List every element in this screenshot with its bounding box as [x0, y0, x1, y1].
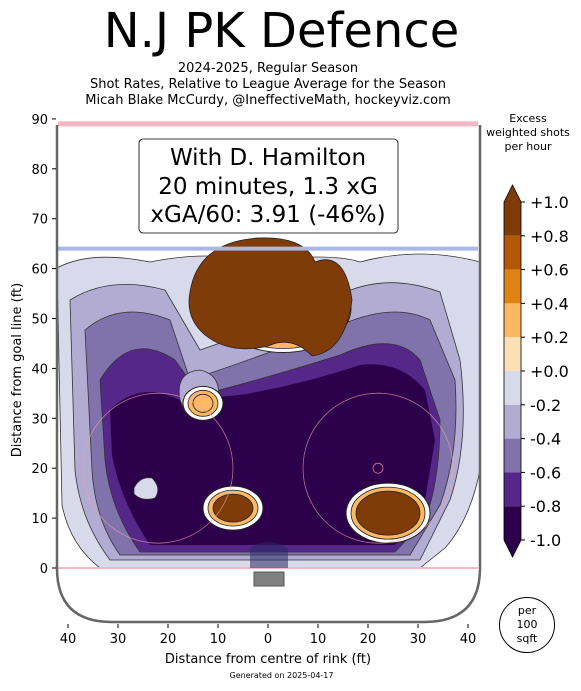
y-tick-label: 20: [31, 462, 48, 477]
x-axis-label: Distance from centre of rink (ft): [165, 652, 371, 667]
info-toi-xg: 20 minutes, 1.3 xG: [158, 174, 378, 200]
colorbar-extend-top: [504, 185, 521, 202]
y-tick-label: 10: [31, 512, 48, 527]
colorbar-bin: [504, 371, 521, 405]
colorbar-tick-label: -0.4: [530, 430, 561, 449]
colorbar-tick-label: -0.6: [530, 463, 561, 482]
chart-title: N.J PK Defence: [103, 3, 460, 59]
colorbar-tick-label: +0.6: [530, 261, 569, 280]
colorbar-tick-label: +1.0: [530, 193, 569, 212]
badge-line: sqft: [516, 632, 538, 645]
y-axis-label: Distance from goal line (ft): [10, 283, 25, 457]
x-tick-label: 20: [160, 632, 177, 647]
x-tick-label: 30: [110, 632, 127, 647]
y-tick-label: 0: [40, 562, 48, 577]
info-box-frame: [138, 138, 399, 234]
boards: [55, 125, 482, 624]
x-tick-label: 40: [460, 632, 477, 647]
x-tick-label: 0: [264, 632, 272, 647]
colorbar-tick-label: -0.2: [530, 396, 561, 415]
colorbar-bin: [504, 506, 521, 540]
colorbar-bin: [504, 472, 521, 507]
x-tick-label: 20: [360, 632, 377, 647]
rink-outline: [55, 121, 482, 624]
colorbar-tick-label: +0.0: [530, 362, 569, 381]
colorbar-bin: [504, 202, 521, 236]
subtitle-author: Micah Blake McCurdy, @IneffectiveMath, h…: [85, 93, 451, 108]
colorbar-bin: [504, 235, 521, 270]
colorbar-bin: [504, 337, 521, 371]
colorbar: +1.0 +0.8 +0.6 +0.4 +0.2 +0.0 -0.2 -0.4 -0.6 -0.8…: [503, 184, 569, 558]
heatmap-layer: [57, 237, 480, 569]
hot-spot-core: [355, 490, 421, 536]
subtitle-season: 2024-2025, Regular Season: [177, 61, 359, 76]
faceoff-circle-right: [302, 392, 454, 544]
y-tick-label: 50: [31, 313, 48, 328]
info-player: With D. Hamilton: [170, 145, 366, 171]
badge-line: 100: [516, 618, 538, 631]
subtitle-metric: Shot Rates, Relative to League Average f…: [89, 77, 447, 92]
goal-crease: [250, 542, 288, 568]
faceoff-circle-left: [82, 392, 234, 544]
badge-line: per: [517, 604, 537, 617]
y-tick-label: 80: [31, 163, 48, 178]
y-tick-label: 90: [31, 113, 48, 128]
colorbar-bin: [504, 438, 521, 473]
hot-spot-core: [212, 493, 254, 523]
x-tick-label: 40: [60, 632, 77, 647]
colorbar-bin: [504, 269, 521, 304]
info-xga60: xGA/60: 3.91 (-46%): [150, 202, 385, 228]
hot-spot-core: [192, 393, 214, 413]
faceoff-dot: [372, 462, 384, 474]
y-tick-label: 70: [31, 213, 48, 228]
colorbar-title-line: Excess: [509, 112, 547, 125]
colorbar-tick-label: -0.8: [530, 497, 561, 516]
generated-date: Generated on 2025-04-17: [229, 671, 334, 680]
colorbar-tick-label: +0.4: [530, 294, 569, 313]
y-tick-label: 40: [31, 362, 48, 377]
colorbar-bin: [504, 303, 521, 338]
colorbar-tick-label: +0.2: [530, 328, 569, 347]
density-island: [133, 477, 159, 500]
per-100-sqft-badge: per 100 sqft: [499, 597, 555, 653]
y-tick-label: 30: [31, 412, 48, 427]
colorbar-title-line: weighted shots: [486, 126, 570, 139]
chart-axes: 0 10 20 30 40 50 60 70 80 90 40 30 20 10 0 10 20 30 40 Dist…: [10, 113, 476, 667]
colorbar-tick-label: -1.0: [530, 531, 561, 550]
colorbar-title-line: per hour: [504, 140, 552, 153]
hot-spot-core: [188, 237, 353, 357]
colorbar-tick-label: +0.8: [530, 227, 569, 246]
x-tick-label: 10: [210, 632, 227, 647]
goal-net: [253, 571, 285, 587]
y-tick-label: 60: [31, 263, 48, 278]
colorbar-title: Excess weighted shots per hour: [478, 112, 578, 154]
colorbar-bin: [504, 404, 521, 439]
x-tick-label: 10: [310, 632, 327, 647]
colorbar-extend-bottom: [504, 540, 521, 557]
info-box: With D. Hamilton 20 minutes, 1.3 xG xGA/…: [138, 138, 399, 234]
x-tick-label: 30: [410, 632, 427, 647]
